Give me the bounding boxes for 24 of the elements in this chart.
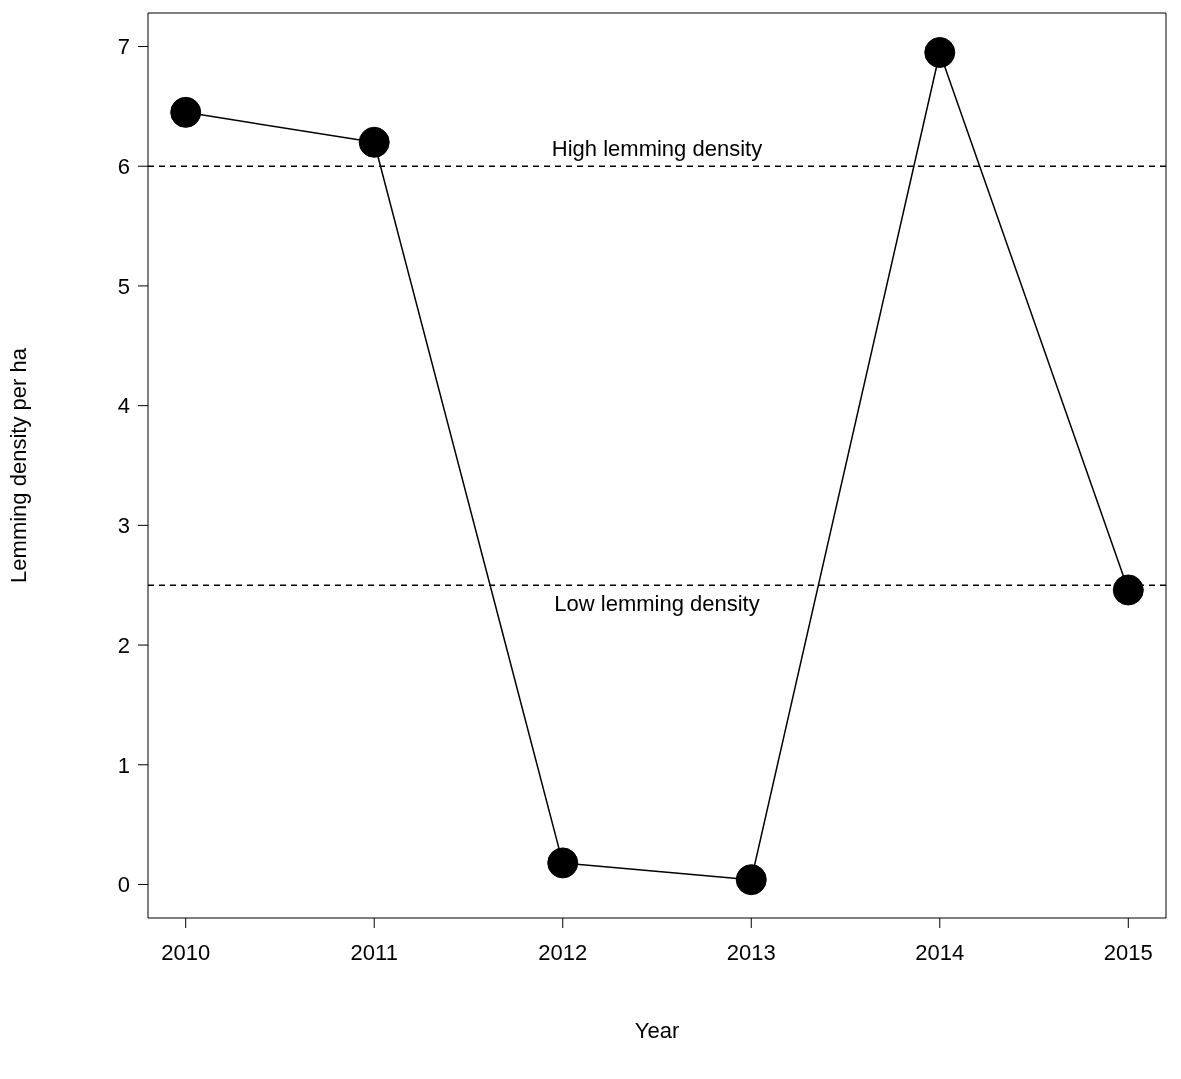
x-tick-label: 2013 bbox=[726, 939, 776, 965]
x-tick-label: 2010 bbox=[161, 939, 211, 965]
y-tick-label: 1 bbox=[117, 752, 130, 778]
point bbox=[358, 126, 390, 158]
y-tick-label: 5 bbox=[117, 273, 130, 299]
y-axis-title: Lemming density per ha bbox=[5, 347, 31, 583]
x-tick-label: 2014 bbox=[915, 939, 965, 965]
y-tick-label: 3 bbox=[117, 513, 130, 539]
y-tick-label: 6 bbox=[117, 154, 130, 180]
y-tick-label: 2 bbox=[117, 632, 130, 658]
x-tick-label: 2011 bbox=[350, 939, 398, 965]
y-tick-label: 4 bbox=[117, 393, 130, 419]
ref-line-label: High lemming density bbox=[551, 136, 763, 162]
point bbox=[547, 847, 579, 879]
point bbox=[735, 864, 767, 896]
point bbox=[170, 96, 202, 128]
point bbox=[1112, 574, 1144, 606]
x-tick-label: 2015 bbox=[1103, 939, 1153, 965]
y-tick-label: 0 bbox=[117, 872, 130, 898]
x-tick-label: 2012 bbox=[538, 939, 588, 965]
x-axis-title: Year bbox=[634, 1018, 680, 1043]
ref-line-label: Low lemming density bbox=[554, 590, 760, 616]
point bbox=[924, 37, 956, 68]
y-tick-label: 7 bbox=[117, 34, 130, 60]
